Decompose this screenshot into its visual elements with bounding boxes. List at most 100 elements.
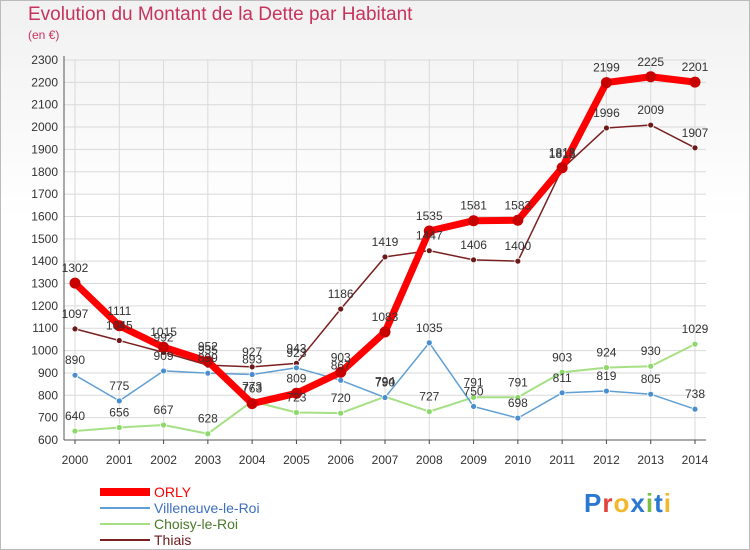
data-label: 763: [242, 382, 262, 396]
data-point: [202, 355, 214, 367]
y-tick-label: 1100: [32, 321, 58, 335]
data-label: 952: [198, 339, 218, 353]
data-label: 1035: [416, 321, 443, 335]
x-tick-label: 2007: [372, 453, 399, 467]
data-point: [381, 394, 389, 401]
logo-letter: o: [613, 488, 631, 518]
data-label: 1186: [328, 287, 354, 301]
y-tick-label: 1200: [31, 299, 58, 313]
data-label: 935: [198, 343, 218, 357]
data-point: [71, 427, 79, 435]
logo-letter: x: [630, 488, 646, 518]
x-tick-label: 2011: [549, 453, 575, 467]
y-tick-label: 600: [38, 433, 58, 447]
data-point: [337, 376, 345, 384]
data-label: 1015: [150, 325, 177, 339]
x-tick-label: 2012: [593, 453, 620, 467]
data-point: [337, 409, 345, 417]
data-point: [514, 257, 522, 265]
x-tick-label: 2014: [682, 453, 709, 467]
data-label: 943: [286, 341, 306, 355]
data-point: [468, 215, 480, 227]
data-label: 1400: [505, 239, 532, 253]
logo-letter: i: [663, 488, 672, 518]
data-point: [160, 367, 167, 375]
data-point: [335, 366, 347, 378]
legend-label-villeneuve-le-roi: Villeneuve-le-Roi: [154, 500, 260, 516]
data-point: [691, 405, 699, 413]
x-tick-label: 2004: [239, 453, 266, 467]
data-point: [514, 414, 522, 422]
data-point: [115, 337, 123, 344]
data-label: 790: [375, 376, 395, 390]
data-label: 809: [286, 371, 306, 385]
data-label: 1581: [460, 199, 487, 213]
y-tick-label: 900: [38, 366, 58, 380]
data-point: [470, 256, 477, 264]
data-point: [115, 397, 123, 405]
proxiti-logo: Proxiti: [584, 488, 672, 519]
data-label: 656: [109, 405, 129, 419]
y-tick-label: 2100: [31, 98, 58, 112]
data-label: 698: [508, 396, 528, 410]
x-tick-label: 2003: [195, 453, 222, 467]
logo-letter: i: [645, 488, 655, 518]
data-label: 992: [154, 330, 174, 344]
data-point: [514, 393, 522, 401]
y-tick-label: 1600: [31, 209, 58, 223]
data-label: 903: [331, 350, 351, 364]
logo-letter: r: [602, 488, 614, 518]
data-point: [113, 320, 125, 332]
data-label: 899: [198, 351, 218, 365]
x-tick-label: 2002: [150, 453, 177, 467]
data-point: [381, 253, 389, 261]
data-label: 794: [375, 375, 395, 389]
data-point: [115, 424, 123, 431]
y-tick-label: 2000: [31, 120, 58, 134]
data-label: 2199: [593, 61, 620, 75]
data-label: 811: [553, 371, 572, 385]
data-label: 819: [596, 369, 616, 383]
data-label: 893: [242, 353, 262, 367]
data-label: 628: [198, 412, 218, 426]
data-point: [558, 368, 566, 376]
data-point: [246, 398, 258, 410]
data-point: [556, 162, 568, 174]
data-point: [470, 393, 477, 401]
data-label: 1535: [416, 209, 443, 223]
y-tick-label: 1400: [31, 254, 58, 268]
data-point: [293, 409, 300, 416]
y-tick-label: 2200: [31, 75, 58, 89]
data-point: [379, 326, 391, 338]
data-label: 930: [641, 344, 661, 358]
data-label: 640: [65, 409, 85, 423]
data-label: 890: [65, 353, 85, 367]
data-label: 1406: [460, 238, 487, 252]
y-tick-label: 800: [38, 388, 58, 402]
data-point: [248, 363, 256, 371]
data-label: 1302: [62, 261, 89, 275]
legend-swatch-choisy-le-roi: [100, 523, 150, 525]
data-label: 867: [331, 358, 351, 372]
y-tick-label: 700: [38, 411, 58, 425]
y-tick-label: 1700: [31, 187, 58, 201]
data-point: [647, 362, 655, 370]
data-point: [603, 387, 610, 395]
data-point: [689, 76, 701, 88]
y-tick-label: 1900: [31, 142, 58, 156]
data-point: [603, 124, 610, 132]
data-label: 1097: [62, 307, 89, 321]
x-tick-label: 2013: [637, 453, 664, 467]
data-label: 903: [552, 350, 572, 364]
data-label: 805: [641, 372, 661, 386]
data-point: [290, 387, 302, 399]
data-label: 667: [154, 403, 174, 417]
x-tick-label: 2000: [62, 453, 89, 467]
data-point: [558, 389, 566, 397]
x-tick-label: 2001: [106, 453, 133, 467]
data-point: [293, 364, 300, 372]
data-point: [158, 341, 170, 353]
data-point: [691, 340, 699, 348]
data-point: [691, 144, 699, 152]
